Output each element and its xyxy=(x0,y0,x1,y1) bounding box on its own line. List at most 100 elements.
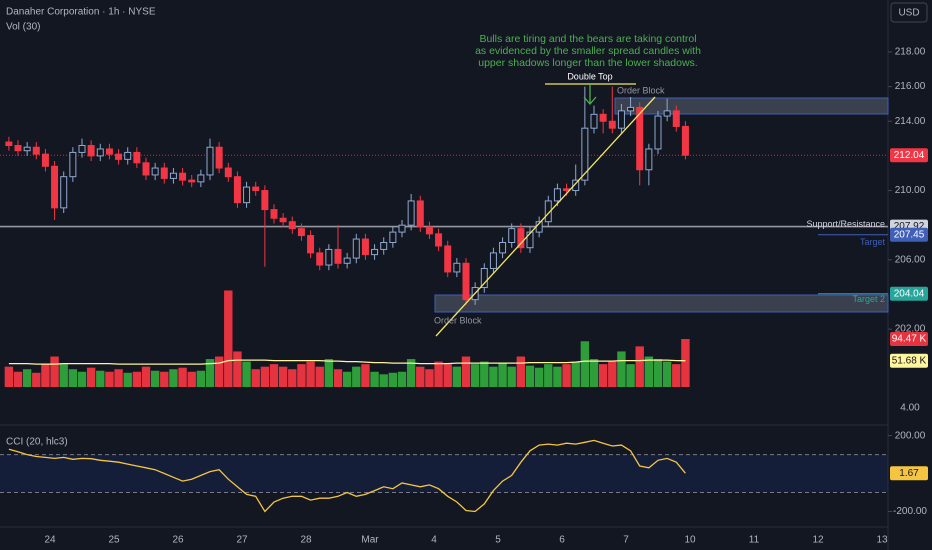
level-name: Target 2 xyxy=(852,294,885,304)
drawings xyxy=(435,83,656,337)
candle-body xyxy=(188,179,196,183)
volume-bar xyxy=(352,366,361,387)
volume-bar xyxy=(662,361,672,387)
cci-line xyxy=(8,439,686,513)
candle-body xyxy=(462,262,470,301)
candle-body xyxy=(352,238,360,259)
candle-body xyxy=(663,110,671,117)
volume-bar xyxy=(105,371,114,387)
price-label-box xyxy=(890,286,928,301)
candle-body xyxy=(627,106,635,112)
candle-body xyxy=(105,148,113,155)
x-tick-label: 24 xyxy=(44,535,56,546)
price-label-box xyxy=(890,148,928,163)
candle-body xyxy=(270,209,278,219)
volume-ma-line xyxy=(8,359,686,365)
candle-body xyxy=(142,162,150,176)
volume-bar xyxy=(617,351,626,387)
volume-bar xyxy=(672,364,681,387)
candle-body xyxy=(133,151,141,164)
volume-bar xyxy=(434,361,443,387)
currency[interactable]: USD xyxy=(898,8,919,19)
candle-body xyxy=(453,262,461,273)
volume-bar xyxy=(4,366,14,387)
order-block-label: Order Block xyxy=(617,85,665,95)
volume-bar xyxy=(324,359,334,387)
candle-body xyxy=(544,200,552,223)
candle-body xyxy=(435,233,443,247)
volume-bar xyxy=(288,369,297,387)
x-tick-label: 7 xyxy=(623,535,629,546)
y-tick-label: 206.00 xyxy=(895,254,926,265)
volume-bar xyxy=(589,359,599,387)
candle-body xyxy=(215,146,223,169)
volume-bar xyxy=(214,356,224,387)
candle-body xyxy=(343,257,351,264)
candle-body xyxy=(325,248,333,266)
volume-bar xyxy=(278,366,288,387)
volume-ma-label-box xyxy=(890,353,928,368)
volume-bar xyxy=(452,366,462,387)
volume-bar xyxy=(379,374,388,387)
cci-label-box xyxy=(890,466,928,481)
volume-bar xyxy=(160,371,169,387)
volume-bar xyxy=(461,356,471,387)
volume-bar xyxy=(41,364,50,387)
candle-body xyxy=(371,248,379,256)
annotation-line: upper shadows longer than the lower shad… xyxy=(478,57,697,69)
volume-bar xyxy=(306,361,315,387)
candle-body xyxy=(169,172,177,179)
volume-bar xyxy=(443,364,452,387)
price-label: 212.04 xyxy=(894,150,925,161)
candle-body xyxy=(334,248,342,264)
cci-title: CCI (20, hlc3) xyxy=(6,437,68,448)
volume-bar xyxy=(13,371,23,387)
candle-body xyxy=(124,151,132,160)
volume-bar xyxy=(68,369,78,387)
candle-body xyxy=(581,127,589,181)
candle-body xyxy=(51,165,59,209)
candle-body xyxy=(499,242,507,254)
candle-body xyxy=(489,252,497,269)
candle-body xyxy=(297,228,305,237)
candle-body xyxy=(416,200,424,228)
volume-bar xyxy=(397,371,407,387)
volume-bar xyxy=(77,371,87,387)
volume-bar xyxy=(425,369,434,387)
volume-bar xyxy=(635,346,644,387)
volume-bar xyxy=(644,356,654,387)
candle-body xyxy=(179,172,187,181)
annotation-line: as evidenced by the smaller spread candl… xyxy=(475,45,701,57)
level-name: Support/Resistance xyxy=(806,219,885,229)
candle-body xyxy=(425,226,433,235)
axis-label: 4.00 xyxy=(900,403,920,414)
volume-bar xyxy=(297,364,306,387)
candle-body xyxy=(60,176,68,209)
volume-bar xyxy=(406,359,416,387)
volume-bar xyxy=(123,372,132,387)
candle-body xyxy=(590,113,598,129)
x-tick-label: Mar xyxy=(361,535,379,546)
candle-body xyxy=(517,228,525,249)
x-tick-label: 25 xyxy=(108,535,120,546)
candle-body xyxy=(87,145,95,157)
candle-body xyxy=(389,231,397,244)
candle-body xyxy=(654,115,662,150)
y-tick-label: 210.00 xyxy=(895,185,926,196)
volume-bar xyxy=(525,365,535,387)
trend-line xyxy=(435,96,656,337)
volume-bar xyxy=(141,366,151,387)
volume-bar xyxy=(333,369,343,387)
candle-body xyxy=(608,120,616,129)
candle-body xyxy=(197,174,205,183)
volume-bar xyxy=(32,372,41,387)
candle-body xyxy=(243,186,251,204)
volume-title: Vol (30) xyxy=(6,22,40,33)
currency-box[interactable] xyxy=(890,2,928,23)
order-block-label: Order Block xyxy=(434,315,482,325)
x-tick-label: 11 xyxy=(749,535,760,546)
volume-bar xyxy=(150,370,160,387)
volume-bar xyxy=(480,361,489,387)
volume-label-box xyxy=(890,332,928,347)
